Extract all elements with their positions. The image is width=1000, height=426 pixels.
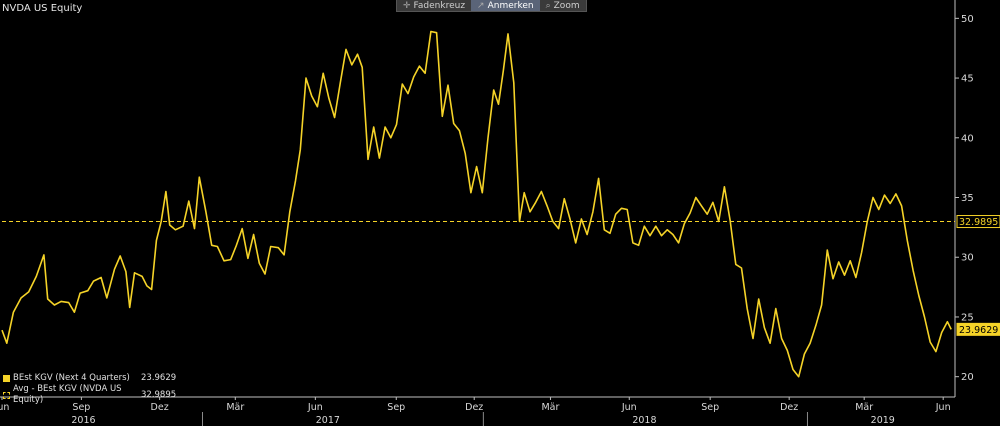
x-year-label: 2018: [632, 415, 656, 426]
legend-entry-series[interactable]: BEst KGV (Next 4 Quarters) 23.9629: [3, 373, 176, 384]
x-month-label: Jun: [935, 402, 951, 413]
last-value-tag-box: [956, 322, 1000, 336]
zoom-button[interactable]: ⌕ Zoom: [540, 0, 586, 11]
x-month-label: Mär: [541, 402, 559, 413]
x-month-label: Jun: [0, 402, 9, 413]
annotate-button[interactable]: ↗ Anmerken: [471, 0, 540, 11]
y-tick-label: 35: [961, 193, 974, 204]
zoom-icon: ⌕: [545, 0, 551, 11]
y-tick-label: 45: [961, 74, 974, 85]
x-year-label: 2016: [71, 415, 95, 426]
chart-toolbar: ✛ Fadenkreuz ↗ Anmerken ⌕ Zoom: [396, 0, 587, 12]
zoom-label: Zoom: [553, 0, 580, 11]
ticker-title: NVDA US Equity: [2, 3, 83, 14]
x-month-label: Mär: [226, 402, 244, 413]
x-month-label: Sep: [72, 402, 90, 413]
y-tick-label: 30: [961, 253, 974, 264]
y-tick-label: 25: [961, 312, 974, 323]
average-value-tag-box: [956, 215, 1000, 229]
x-month-label: Dez: [780, 402, 798, 413]
annotate-label: Anmerken: [487, 0, 534, 11]
x-month-label: Mär: [855, 402, 873, 413]
last-value-tag-label: 23.9629: [959, 325, 998, 336]
last-value-tag: 23.9629: [956, 322, 1000, 336]
average-value-tag: 32.9895: [956, 215, 1000, 229]
x-month-label: Sep: [387, 402, 405, 413]
x-month-label: Dez: [151, 402, 169, 413]
x-month-label: Dez: [465, 402, 483, 413]
legend-entry-average[interactable]: Avg - BEst KGV (NVDA US Equity) 32.9895: [3, 384, 176, 406]
legend-swatch-average: [3, 391, 10, 399]
x-month-label: Jun: [621, 402, 637, 413]
crosshair-icon: ✛: [403, 0, 411, 11]
series-line-best-kgv: [1, 30, 952, 378]
crosshair-button[interactable]: ✛ Fadenkreuz: [397, 0, 471, 11]
legend-series-value: 23.9629: [141, 373, 177, 383]
y-tick-label: 20: [961, 372, 974, 383]
average-value-tag-label: 32.9895: [959, 217, 998, 228]
x-month-label: Jun: [307, 402, 323, 413]
x-month-label: Sep: [701, 402, 719, 413]
x-year-label: 2019: [871, 415, 895, 426]
legend-average-value: 32.9895: [141, 389, 177, 400]
legend-average-label: Avg - BEst KGV (NVDA US Equity): [13, 384, 122, 405]
crosshair-label: Fadenkreuz: [413, 0, 466, 11]
annotate-icon: ↗: [477, 0, 485, 11]
legend-series-label: BEst KGV (Next 4 Quarters): [13, 373, 130, 383]
x-year-label: 2017: [316, 415, 340, 426]
y-tick-label: 50: [961, 14, 974, 25]
y-tick-label: 40: [961, 133, 974, 144]
chart-legend: BEst KGV (Next 4 Quarters) 23.9629 Avg -…: [3, 373, 176, 406]
legend-swatch-series: [3, 375, 10, 382]
